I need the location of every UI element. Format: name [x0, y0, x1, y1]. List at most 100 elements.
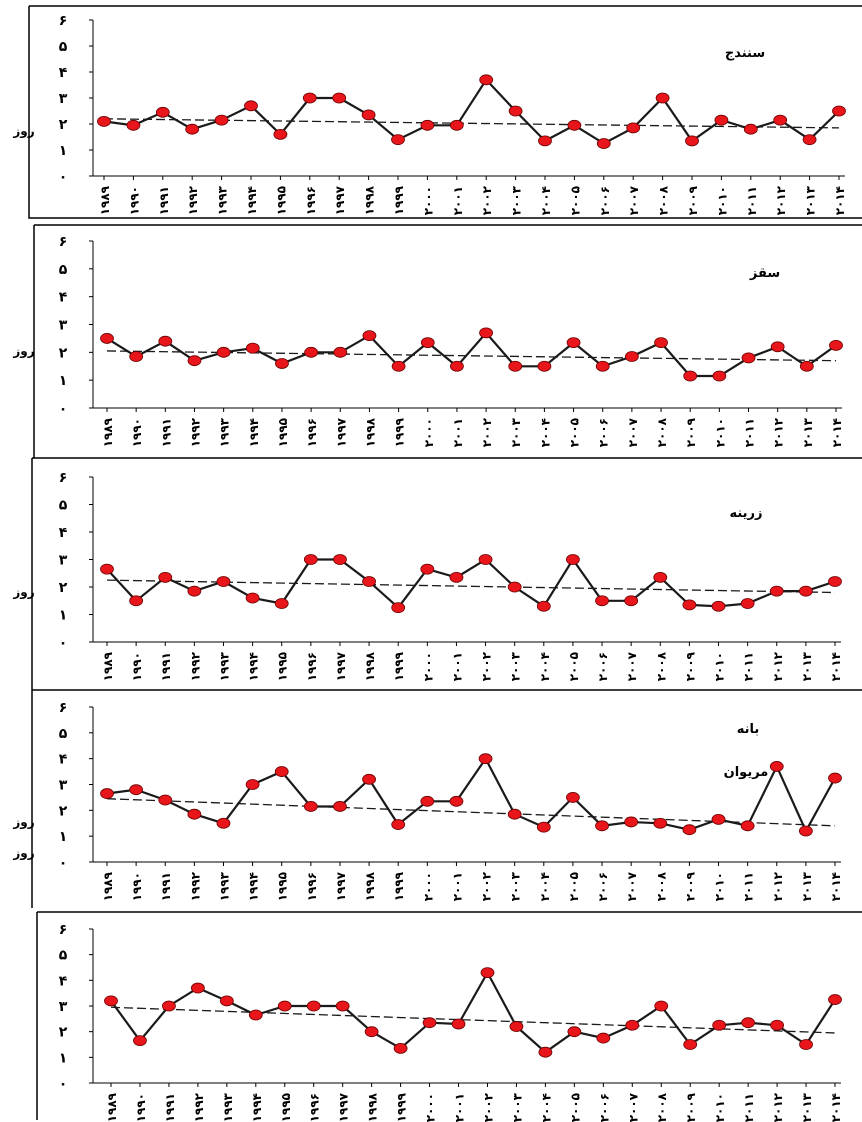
x-tick-label: ۱۹۹۱	[159, 872, 173, 901]
data-point	[450, 360, 464, 372]
y-tick-label: ۶	[59, 700, 68, 716]
x-tick-label: ۱۹۹۲	[192, 1092, 206, 1122]
data-point	[653, 817, 668, 829]
data-point	[277, 1000, 292, 1012]
x-tick-label: ۲۰۱۱	[743, 418, 757, 447]
data-point	[245, 779, 260, 790]
y-tick-label: ۱	[59, 1050, 68, 1066]
y-tick-label: ۳	[59, 778, 68, 794]
y-tick-label: ۵	[59, 948, 68, 964]
data-point	[97, 116, 111, 127]
series-line	[103, 78, 840, 145]
data-point	[507, 808, 522, 820]
x-tick-label: ۱۹۹۳	[216, 185, 230, 215]
x-tick-label: ۲۰۰۰	[422, 418, 436, 447]
data-point	[245, 342, 260, 354]
x-tick-label: ۲۰۰۹	[684, 417, 698, 447]
x-tick-label: ۲۰۰۰	[421, 186, 435, 215]
x-tick-label: ۱۹۹۹	[395, 1092, 409, 1122]
x-tick-label: ۱۹۹۰	[130, 418, 144, 447]
data-point	[104, 995, 118, 1007]
x-tick-label: ۲۰۱۲	[774, 185, 788, 215]
x-tick-label: ۱۹۹۲	[188, 651, 202, 681]
data-point	[333, 801, 347, 812]
data-point	[741, 352, 756, 364]
x-tick-label: ۱۹۹۸	[366, 1092, 380, 1122]
y-tick-label: ۴	[59, 973, 68, 989]
data-point	[216, 576, 231, 587]
data-point	[711, 813, 726, 825]
panel-frame	[33, 224, 862, 458]
y-tick-label: ۳	[59, 553, 68, 569]
x-tick-label: ۱۹۹۱	[163, 1093, 177, 1122]
data-point	[393, 1042, 408, 1054]
x-tick-label: ۱۹۹۶	[308, 1093, 322, 1122]
x-tick-label: ۱۹۹۷	[334, 871, 348, 901]
x-tick-label: ۲۰۱۱	[742, 652, 756, 681]
x-tick-label: ۱۹۹۰	[130, 652, 144, 681]
data-point	[480, 967, 495, 979]
x-tick-label: ۲۰۰۸	[655, 1092, 669, 1122]
y-tick-label: ۶	[59, 13, 68, 29]
x-tick-label: ۲۰۰۲	[480, 871, 494, 901]
y-tick-label: ۶	[59, 470, 68, 486]
data-point	[451, 1018, 466, 1030]
x-tick-label: ۲۰۰۶	[596, 872, 610, 901]
data-point	[798, 585, 813, 597]
data-point	[478, 554, 493, 565]
y-tick-label: ۱	[59, 829, 68, 845]
data-point	[538, 135, 552, 147]
data-point	[361, 109, 376, 121]
x-tick-label: ۲۰۱۰	[713, 872, 727, 901]
data-point	[162, 1000, 176, 1012]
x-tick-label: ۲۰۱۰	[713, 1093, 727, 1122]
x-tick-label: ۲۰۱۱	[742, 872, 756, 901]
x-tick-label: ۱۹۹۹	[392, 871, 406, 901]
x-tick-label: ۲۰۰۲	[481, 1092, 495, 1122]
x-tick-label: ۲۰۰۹	[683, 871, 697, 901]
data-point	[335, 1000, 350, 1012]
x-tick-label: ۲۰۰۶	[596, 652, 610, 681]
data-point	[306, 1000, 321, 1012]
y-tick-label: ۰	[59, 169, 68, 185]
x-tick-label: ۲۰۰۳	[509, 417, 523, 447]
x-tick-label: ۱۹۹۶	[304, 186, 318, 215]
series-line	[106, 557, 836, 610]
x-tick-label: ۲۰۱۲	[771, 1092, 785, 1122]
x-tick-label: ۱۹۹۹	[392, 651, 406, 681]
data-point	[216, 817, 231, 829]
data-point	[449, 119, 464, 131]
data-point	[714, 114, 729, 126]
x-tick-label: ۲۰۰۷	[626, 1092, 640, 1122]
data-point	[509, 1021, 524, 1032]
x-tick-label: ۲۰۱۰	[713, 418, 727, 447]
x-tick-label: ۲۰۰۴	[539, 186, 553, 215]
data-point	[422, 1017, 437, 1029]
data-point	[769, 761, 784, 772]
x-tick-label: ۲۰۰۸	[654, 651, 668, 681]
data-point	[129, 595, 144, 607]
x-tick-label: ۲۰۰۹	[683, 651, 697, 681]
y-axis-label: روز	[12, 585, 34, 600]
data-point	[303, 554, 318, 565]
data-point	[100, 563, 114, 575]
x-tick-label: ۲۰۰۸	[655, 417, 669, 447]
data-point	[214, 114, 229, 126]
data-point	[596, 1032, 611, 1044]
x-tick-label: ۲۰۱۰	[715, 186, 729, 215]
x-tick-label: ۱۹۹۱	[159, 418, 173, 447]
x-tick-label: ۱۹۹۰	[127, 186, 141, 215]
y-tick-label: ۵	[59, 498, 68, 514]
x-tick-label: ۲۰۰۱	[451, 186, 465, 215]
x-tick-label: ۲۰۰۰	[421, 872, 435, 901]
x-tick-label: ۱۹۹۵	[276, 652, 290, 681]
x-tick-label: ۲۰۰۳	[509, 871, 523, 901]
data-point	[682, 824, 697, 836]
data-point	[740, 820, 755, 832]
data-point	[566, 337, 581, 348]
y-tick-label: ۵	[59, 726, 68, 742]
data-point	[274, 598, 289, 609]
x-tick-label: ۱۹۹۰	[134, 1093, 148, 1122]
data-point	[420, 337, 435, 348]
